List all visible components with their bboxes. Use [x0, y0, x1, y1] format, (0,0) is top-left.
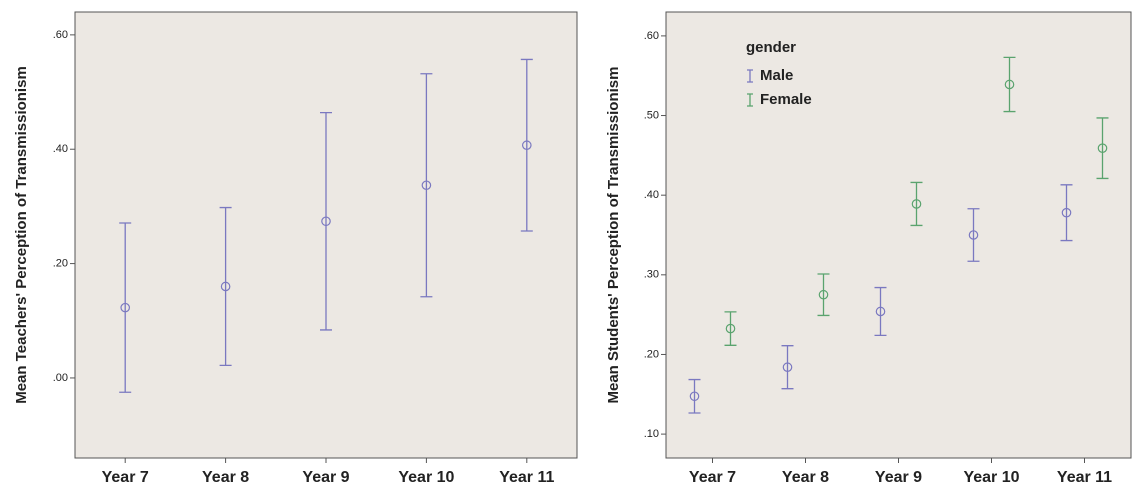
error-bar — [724, 311, 737, 346]
mean-marker — [1004, 79, 1015, 90]
error-bar — [1060, 184, 1073, 242]
mean-marker — [521, 140, 532, 151]
error-bar — [781, 345, 794, 390]
plot-area — [665, 11, 1132, 459]
mean-marker — [968, 230, 979, 240]
y-tick-label: .20 — [644, 348, 659, 360]
y-tick-label: .60 — [644, 30, 659, 42]
mean-marker — [875, 306, 886, 317]
legend-title: gender — [746, 39, 796, 56]
mean-marker — [321, 216, 331, 227]
y-axis-title: Mean Students' Perception of Transmissio… — [605, 67, 622, 404]
mean-marker — [911, 199, 922, 209]
mean-marker — [120, 302, 130, 313]
mean-marker — [689, 391, 700, 402]
x-tick-label: Year 7 — [102, 469, 149, 486]
x-tick-label: Year 7 — [689, 469, 736, 486]
y-tick-label: .10 — [644, 428, 659, 440]
y-tick-label: .30 — [644, 269, 659, 281]
error-bar — [119, 222, 132, 393]
error-bar — [320, 111, 332, 331]
x-tick-label: Year 8 — [202, 469, 249, 486]
error-bar — [967, 208, 980, 262]
y-axis-title: Mean Teachers' Perception of Transmissio… — [13, 66, 30, 404]
mean-marker — [220, 281, 231, 292]
error-bar — [1096, 117, 1109, 180]
y-tick-label: .40 — [53, 143, 68, 155]
legend-label: Female — [760, 91, 812, 108]
mean-marker — [818, 289, 829, 300]
x-tick-label: Year 11 — [499, 469, 554, 486]
x-tick-label: Year 9 — [875, 469, 922, 486]
y-tick-label: .40 — [644, 189, 659, 201]
error-bar — [219, 206, 232, 367]
error-bar — [420, 73, 433, 298]
y-tick-label: .60 — [53, 29, 68, 41]
x-tick-label: Year 11 — [1057, 469, 1112, 486]
error-bar — [520, 58, 533, 232]
error-bar — [817, 273, 830, 317]
x-tick-label: Year 8 — [782, 469, 829, 486]
mean-marker — [421, 180, 432, 191]
legend-swatch — [747, 69, 753, 83]
mean-marker — [782, 362, 793, 373]
y-tick-label: .20 — [53, 257, 68, 269]
mean-marker — [725, 323, 736, 334]
x-tick-label: Year 10 — [963, 469, 1019, 486]
y-tick-label: .50 — [644, 109, 659, 121]
mean-marker — [1061, 207, 1072, 218]
x-tick-label: Year 9 — [302, 469, 349, 486]
x-tick-label: Year 10 — [398, 469, 454, 486]
mean-marker — [1097, 143, 1108, 153]
error-bar — [1003, 56, 1016, 113]
error-bar — [688, 378, 701, 414]
legend-label: Male — [760, 67, 793, 84]
y-tick-label: .00 — [53, 372, 68, 384]
legend-swatch — [747, 93, 753, 107]
error-bar — [910, 181, 923, 227]
error-bar — [874, 286, 887, 336]
